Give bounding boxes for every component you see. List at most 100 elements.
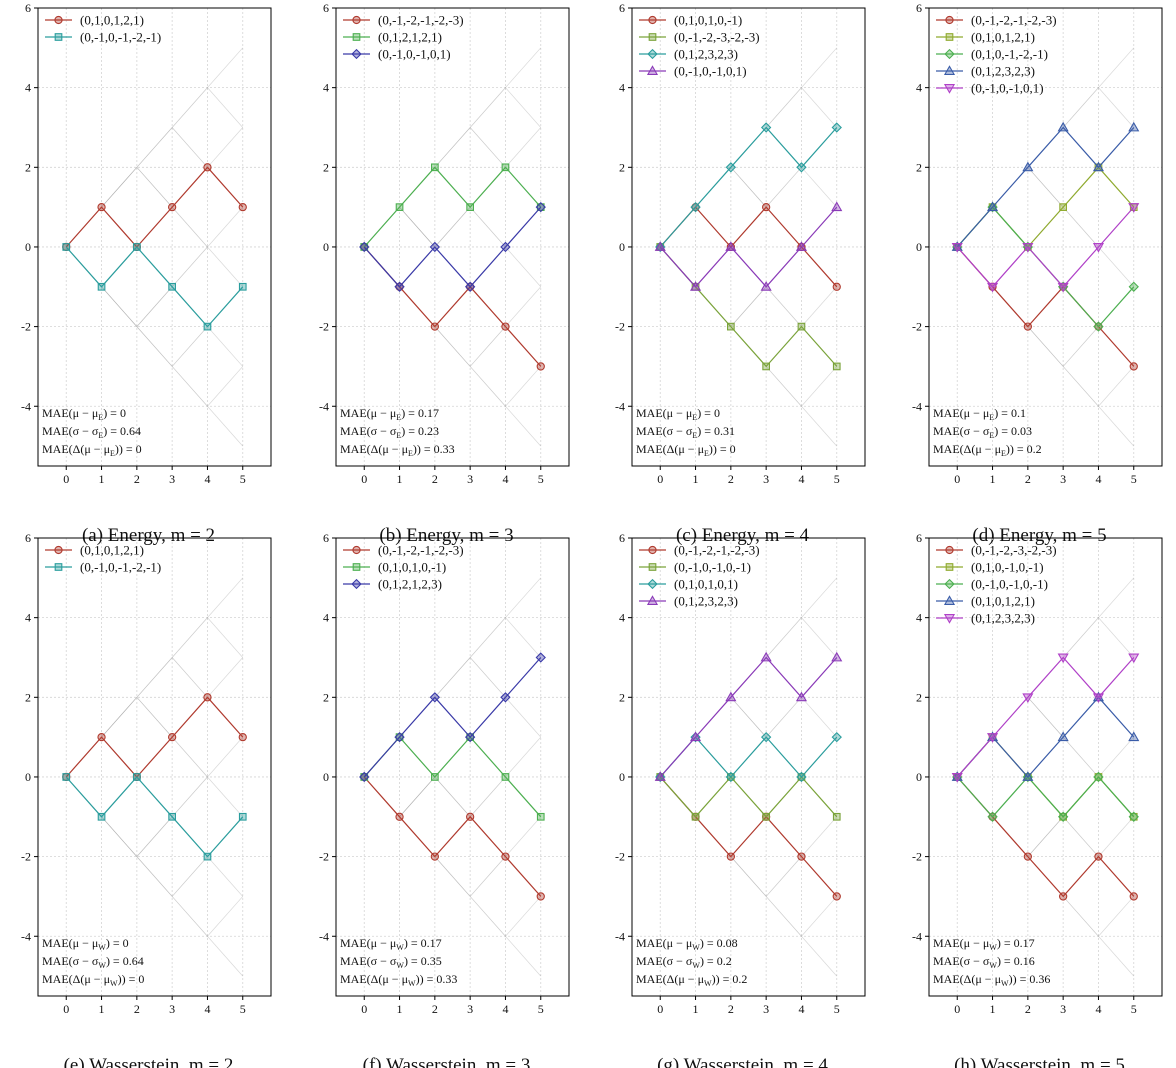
data-point	[1057, 282, 1069, 293]
lattice-edge	[207, 366, 244, 407]
y-tick-label: 2	[916, 690, 922, 704]
data-point	[795, 691, 808, 702]
legend-label: (0,1,0,1,2,1)	[971, 594, 1035, 609]
x-tick-label: 3	[1060, 1002, 1066, 1016]
series-line-2	[363, 657, 542, 778]
lattice-edge	[1062, 736, 1099, 778]
data-point	[168, 202, 177, 212]
x-tick-label: 4	[204, 472, 210, 486]
data-point	[725, 691, 737, 702]
chart-panel-2: 6 4 2 0 -2 -4 0 1 2 3 4 5 (0,1,0,1,0,-1) (0,-1,-2,-3,…	[615, 1, 866, 546]
legend-marker	[351, 578, 362, 590]
lattice-edge	[505, 286, 542, 327]
legend-label: (0,-1,0,-1,0,1)	[674, 64, 747, 79]
lattice-edge	[207, 776, 244, 818]
lattice-edge	[434, 326, 471, 367]
axes-frame	[37, 7, 272, 467]
y-tick-label: 2	[916, 160, 922, 174]
y-tick-label: 0	[25, 770, 31, 784]
mae-annotation: MAE(σ − σE) = 0.31	[636, 424, 735, 440]
series-line-0	[956, 246, 1135, 367]
lattice-edge	[469, 776, 506, 818]
legend-marker	[54, 15, 63, 25]
legend-marker	[352, 15, 361, 25]
y-tick-label: -2	[912, 850, 922, 864]
x-tick-label: 1	[990, 472, 996, 486]
lattice-edge	[469, 617, 506, 658]
mae-annotation: MAE(σ − σE) = 0.23	[340, 424, 439, 440]
lattice-edge	[801, 47, 838, 88]
data-point	[1093, 321, 1104, 332]
y-tick-label: 4	[25, 611, 31, 625]
data-point	[238, 282, 247, 291]
mae-annotation: MAE(μ − μW) = 0.17	[340, 936, 442, 952]
series-line-1	[659, 776, 838, 818]
legend-label: (0,-1,0,-1,-2,-1)	[80, 560, 161, 575]
series-line-1	[65, 246, 244, 328]
y-tick-label: 0	[916, 770, 922, 784]
x-tick-label: 2	[432, 1002, 438, 1016]
data-point	[62, 243, 71, 251]
data-point	[1094, 852, 1103, 861]
lattice-edge	[1062, 326, 1099, 367]
lattice-edge	[1098, 246, 1135, 288]
lattice-edge	[765, 697, 802, 738]
lattice-edge	[171, 127, 208, 168]
x-tick-label: 4	[798, 1002, 804, 1016]
y-tick-label: -2	[615, 850, 625, 864]
series-line-3	[956, 696, 1135, 778]
legend-label: (0,1,0,1,2,1)	[80, 543, 144, 558]
data-point	[168, 732, 177, 742]
y-tick-label: 2	[323, 160, 329, 174]
legend-label: (0,-1,-2,-3,-2,-3)	[674, 30, 760, 45]
legend-label: (0,1,0,1,2,1)	[80, 13, 144, 28]
lattice-edge	[136, 286, 173, 327]
legend-marker	[945, 15, 954, 25]
lattice-edge	[171, 326, 208, 367]
data-point	[760, 281, 772, 291]
lattice-edge	[171, 736, 208, 778]
data-point	[466, 203, 475, 211]
legend-marker	[648, 545, 657, 555]
lattice-edge	[730, 286, 767, 327]
y-tick-label: -2	[21, 320, 31, 334]
x-tick-label: 2	[1025, 1002, 1031, 1016]
data-point	[832, 812, 841, 821]
y-tick-label: -2	[21, 850, 31, 864]
data-point	[360, 243, 369, 251]
data-point	[951, 773, 963, 783]
data-point	[831, 122, 842, 133]
chart-panel-5: 6 4 2 0 -2 -4 0 1 2 3 4 5 (0,-1,-2,-1,-2,-3) (0,1,0,1…	[319, 531, 570, 1068]
x-tick-label: 5	[1131, 1002, 1137, 1016]
lattice-edge	[1062, 896, 1099, 937]
x-tick-label: 1	[99, 1002, 105, 1016]
mae-annotation: MAE(Δ(μ − μW)) = 0.36	[933, 972, 1050, 988]
data-point	[654, 241, 666, 251]
lattice-edge	[469, 206, 506, 248]
legend-label: (0,1,0,1,0,-1)	[378, 560, 446, 575]
y-tick-label: 6	[323, 531, 329, 545]
lattice-edge	[207, 856, 244, 897]
data-point	[430, 773, 439, 781]
y-tick-label: 0	[323, 770, 329, 784]
data-point	[1129, 362, 1138, 371]
legend: (0,-1,-2,-1,-2,-3) (0,1,2,1,2,1) (0,-1,0,-…	[343, 13, 464, 62]
x-tick-label: 1	[693, 472, 699, 486]
y-tick-label: 4	[619, 81, 625, 95]
lattice-edge	[801, 577, 838, 618]
data-point	[430, 322, 439, 331]
y-tick-label: -2	[319, 320, 329, 334]
data-point	[395, 203, 404, 211]
x-tick-label: 3	[1060, 472, 1066, 486]
legend-marker	[945, 545, 954, 555]
lattice-edge	[469, 366, 506, 407]
x-tick-label: 2	[728, 1002, 734, 1016]
lattice-edge	[1098, 936, 1135, 977]
legend-marker	[648, 15, 657, 25]
legend-marker	[945, 563, 954, 571]
y-tick-label: -4	[21, 929, 31, 943]
y-tick-label: 4	[25, 81, 31, 95]
panel-caption: (d) Energy, m = 5	[972, 525, 1106, 546]
lattice-edge	[505, 246, 542, 288]
lattice-edge	[434, 127, 471, 168]
